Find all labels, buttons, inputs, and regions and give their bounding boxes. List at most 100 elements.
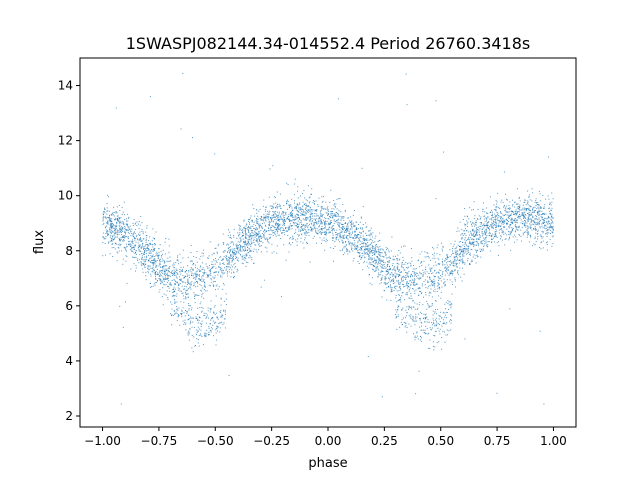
scatter-point — [271, 205, 273, 207]
scatter-point — [377, 276, 379, 278]
scatter-point — [107, 222, 109, 224]
scatter-point — [133, 263, 135, 265]
scatter-point — [458, 254, 460, 256]
scatter-point — [151, 262, 153, 264]
scatter-point — [170, 301, 172, 303]
scatter-point — [444, 267, 446, 269]
scatter-point — [162, 249, 164, 251]
scatter-point — [467, 260, 468, 262]
scatter-point — [349, 233, 351, 235]
scatter-point — [281, 218, 283, 220]
scatter-point — [161, 269, 163, 271]
scatter-point — [424, 314, 426, 316]
scatter-point — [339, 215, 341, 217]
scatter-point — [412, 268, 414, 270]
scatter-point — [222, 258, 224, 260]
scatter-point — [176, 276, 177, 278]
scatter-point — [273, 216, 275, 218]
scatter-point — [496, 218, 498, 220]
scatter-point — [416, 332, 418, 334]
scatter-point — [514, 201, 516, 203]
scatter-point — [526, 218, 528, 220]
scatter-point — [292, 212, 294, 214]
scatter-point — [545, 233, 547, 235]
scatter-point — [464, 249, 466, 251]
scatter-point — [274, 227, 275, 229]
scatter-point — [527, 200, 529, 202]
scatter-point — [419, 339, 421, 341]
scatter-point — [190, 267, 192, 269]
scatter-point — [377, 249, 379, 251]
scatter-point — [503, 227, 505, 229]
scatter-point — [276, 229, 278, 231]
scatter-point — [391, 273, 393, 275]
scatter-point — [469, 239, 471, 241]
scatter-point — [302, 205, 304, 207]
scatter-point — [392, 258, 394, 260]
scatter-point — [260, 225, 262, 227]
scatter-point — [282, 223, 284, 225]
scatter-point — [151, 248, 152, 250]
scatter-point — [433, 281, 435, 283]
scatter-point — [388, 285, 389, 287]
scatter-point — [107, 230, 109, 232]
scatter-point — [141, 252, 142, 254]
scatter-point — [506, 205, 508, 207]
scatter-point — [420, 340, 422, 342]
scatter-point — [233, 277, 235, 279]
scatter-point — [365, 252, 367, 254]
scatter-point — [156, 265, 158, 267]
scatter-point — [291, 213, 293, 215]
scatter-point — [264, 224, 266, 226]
scatter-point — [205, 335, 207, 337]
scatter-point — [157, 257, 159, 259]
scatter-point — [314, 200, 315, 202]
scatter-point — [296, 206, 297, 208]
scatter-point — [454, 260, 455, 262]
scatter-point — [401, 266, 403, 267]
scatter-point — [355, 221, 357, 223]
scatter-point — [396, 273, 398, 275]
scatter-point — [464, 246, 466, 247]
scatter-point — [503, 231, 504, 233]
scatter-point — [176, 272, 178, 274]
scatter-point — [302, 218, 304, 220]
scatter-point — [455, 286, 456, 288]
scatter-point — [406, 282, 408, 284]
scatter-point — [121, 230, 123, 232]
scatter-point — [154, 238, 155, 239]
scatter-point — [369, 261, 371, 263]
scatter-point — [218, 267, 220, 268]
scatter-point — [468, 251, 469, 253]
scatter-point — [243, 250, 245, 252]
scatter-point — [468, 247, 469, 249]
scatter-point — [138, 250, 140, 252]
scatter-point — [527, 217, 529, 218]
scatter-point — [232, 258, 234, 260]
scatter-point — [420, 329, 422, 331]
scatter-point — [118, 218, 120, 220]
scatter-point — [454, 270, 456, 272]
scatter-point — [333, 223, 335, 225]
scatter-point — [449, 320, 451, 322]
scatter-point — [426, 276, 428, 278]
scatter-point — [398, 274, 400, 275]
scatter-point — [405, 285, 407, 287]
scatter-point — [524, 224, 526, 226]
scatter-point — [453, 264, 455, 266]
scatter-point — [199, 317, 201, 319]
scatter-point — [229, 249, 231, 250]
scatter-point — [195, 318, 197, 319]
scatter-point — [235, 250, 237, 252]
scatter-point — [382, 264, 384, 266]
scatter-point — [431, 267, 433, 269]
scatter-point — [205, 313, 207, 314]
scatter-point — [414, 284, 416, 286]
scatter-point — [188, 330, 190, 332]
scatter-point — [194, 281, 196, 283]
scatter-point — [472, 221, 474, 223]
scatter-point — [499, 220, 501, 222]
scatter-point — [309, 220, 311, 222]
scatter-point — [318, 226, 320, 228]
scatter-point — [159, 244, 161, 246]
